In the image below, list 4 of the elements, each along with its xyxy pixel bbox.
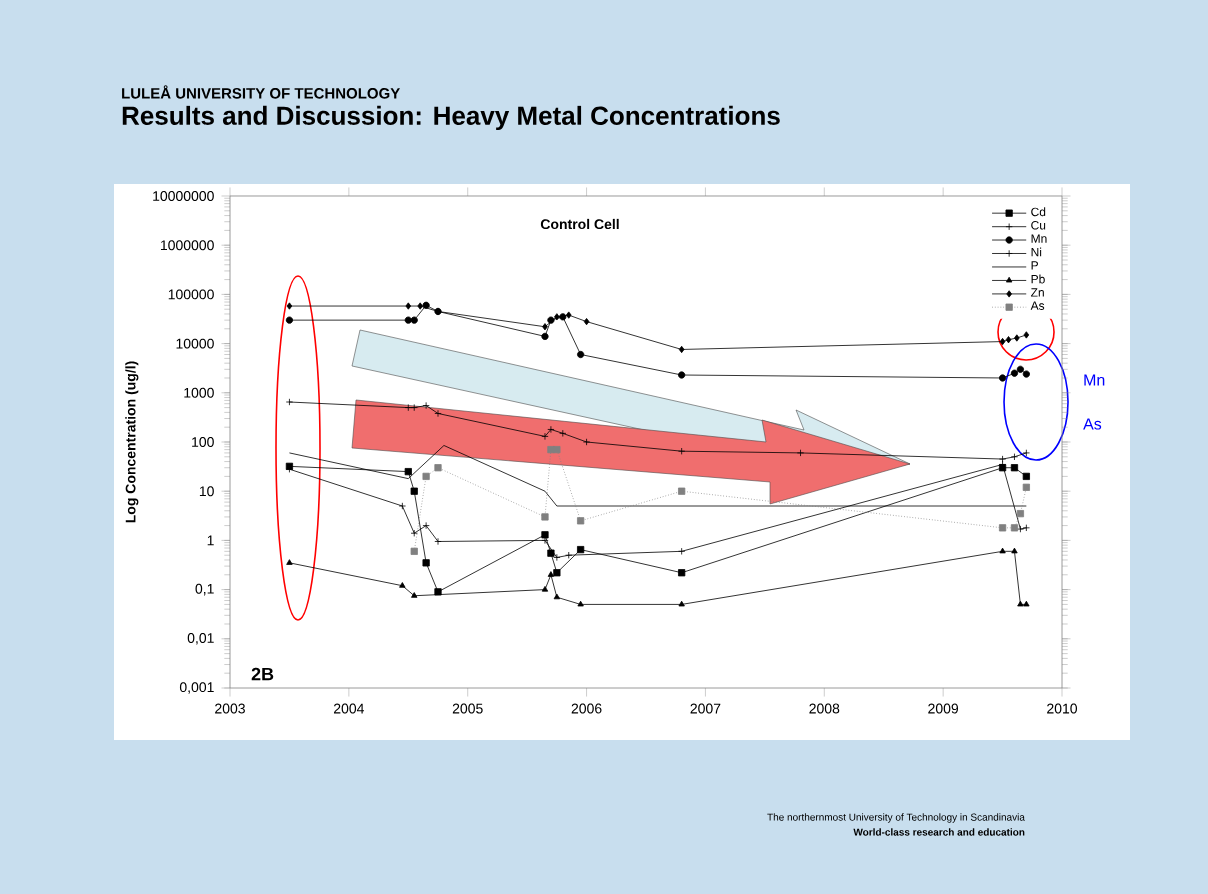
text: Mn <box>1084 374 1105 386</box>
annotation: 2B <box>251 667 274 681</box>
text: As <box>1083 418 1102 430</box>
chart-title: Results and Discussion: Heavy Metal Concentrations <box>122 105 780 131</box>
